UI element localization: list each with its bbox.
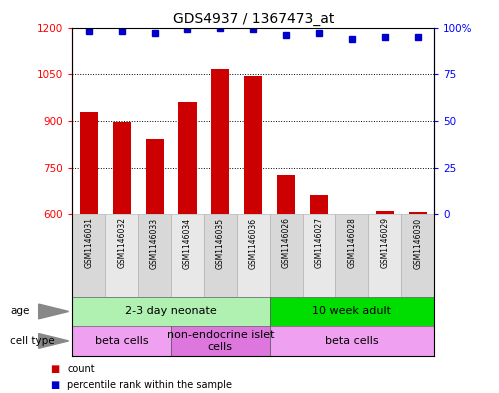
Bar <box>72 297 269 326</box>
Bar <box>72 214 105 297</box>
Bar <box>171 326 269 356</box>
Text: beta cells: beta cells <box>325 336 379 346</box>
Bar <box>80 112 98 214</box>
Bar <box>335 214 368 297</box>
Bar <box>277 175 295 214</box>
Bar <box>211 68 230 214</box>
Title: GDS4937 / 1367473_at: GDS4937 / 1367473_at <box>173 13 334 26</box>
Text: GSM1146028: GSM1146028 <box>347 217 356 268</box>
Bar <box>302 214 335 297</box>
Bar <box>269 214 302 297</box>
Text: GSM1146034: GSM1146034 <box>183 217 192 268</box>
Bar <box>376 211 394 214</box>
Text: GSM1146036: GSM1146036 <box>249 217 258 268</box>
Bar <box>401 214 434 297</box>
Bar <box>204 214 237 297</box>
Text: non-endocrine islet
cells: non-endocrine islet cells <box>167 330 274 352</box>
Bar <box>171 214 204 297</box>
Polygon shape <box>39 304 68 319</box>
Bar <box>138 214 171 297</box>
Text: ■: ■ <box>50 364 59 375</box>
Text: cell type: cell type <box>10 336 54 346</box>
Bar <box>310 195 328 214</box>
Text: GSM1146030: GSM1146030 <box>413 217 422 268</box>
Bar <box>269 326 434 356</box>
Bar <box>146 139 164 214</box>
Bar <box>409 212 427 214</box>
Bar <box>237 214 269 297</box>
Bar <box>105 214 138 297</box>
Bar <box>72 326 171 356</box>
Text: GSM1146027: GSM1146027 <box>314 217 323 268</box>
Text: GSM1146035: GSM1146035 <box>216 217 225 268</box>
Polygon shape <box>39 334 68 348</box>
Text: 2-3 day neonate: 2-3 day neonate <box>125 307 217 316</box>
Text: percentile rank within the sample: percentile rank within the sample <box>67 380 233 390</box>
Text: GSM1146026: GSM1146026 <box>281 217 290 268</box>
Text: GSM1146032: GSM1146032 <box>117 217 126 268</box>
Text: GSM1146029: GSM1146029 <box>380 217 389 268</box>
Text: age: age <box>10 307 29 316</box>
Text: ■: ■ <box>50 380 59 390</box>
Bar <box>269 297 434 326</box>
Text: 10 week adult: 10 week adult <box>312 307 391 316</box>
Text: GSM1146031: GSM1146031 <box>84 217 93 268</box>
Bar <box>179 102 197 214</box>
Bar <box>113 122 131 214</box>
Bar <box>368 214 401 297</box>
Text: beta cells: beta cells <box>95 336 149 346</box>
Text: count: count <box>67 364 95 375</box>
Bar <box>244 76 262 214</box>
Text: GSM1146033: GSM1146033 <box>150 217 159 268</box>
